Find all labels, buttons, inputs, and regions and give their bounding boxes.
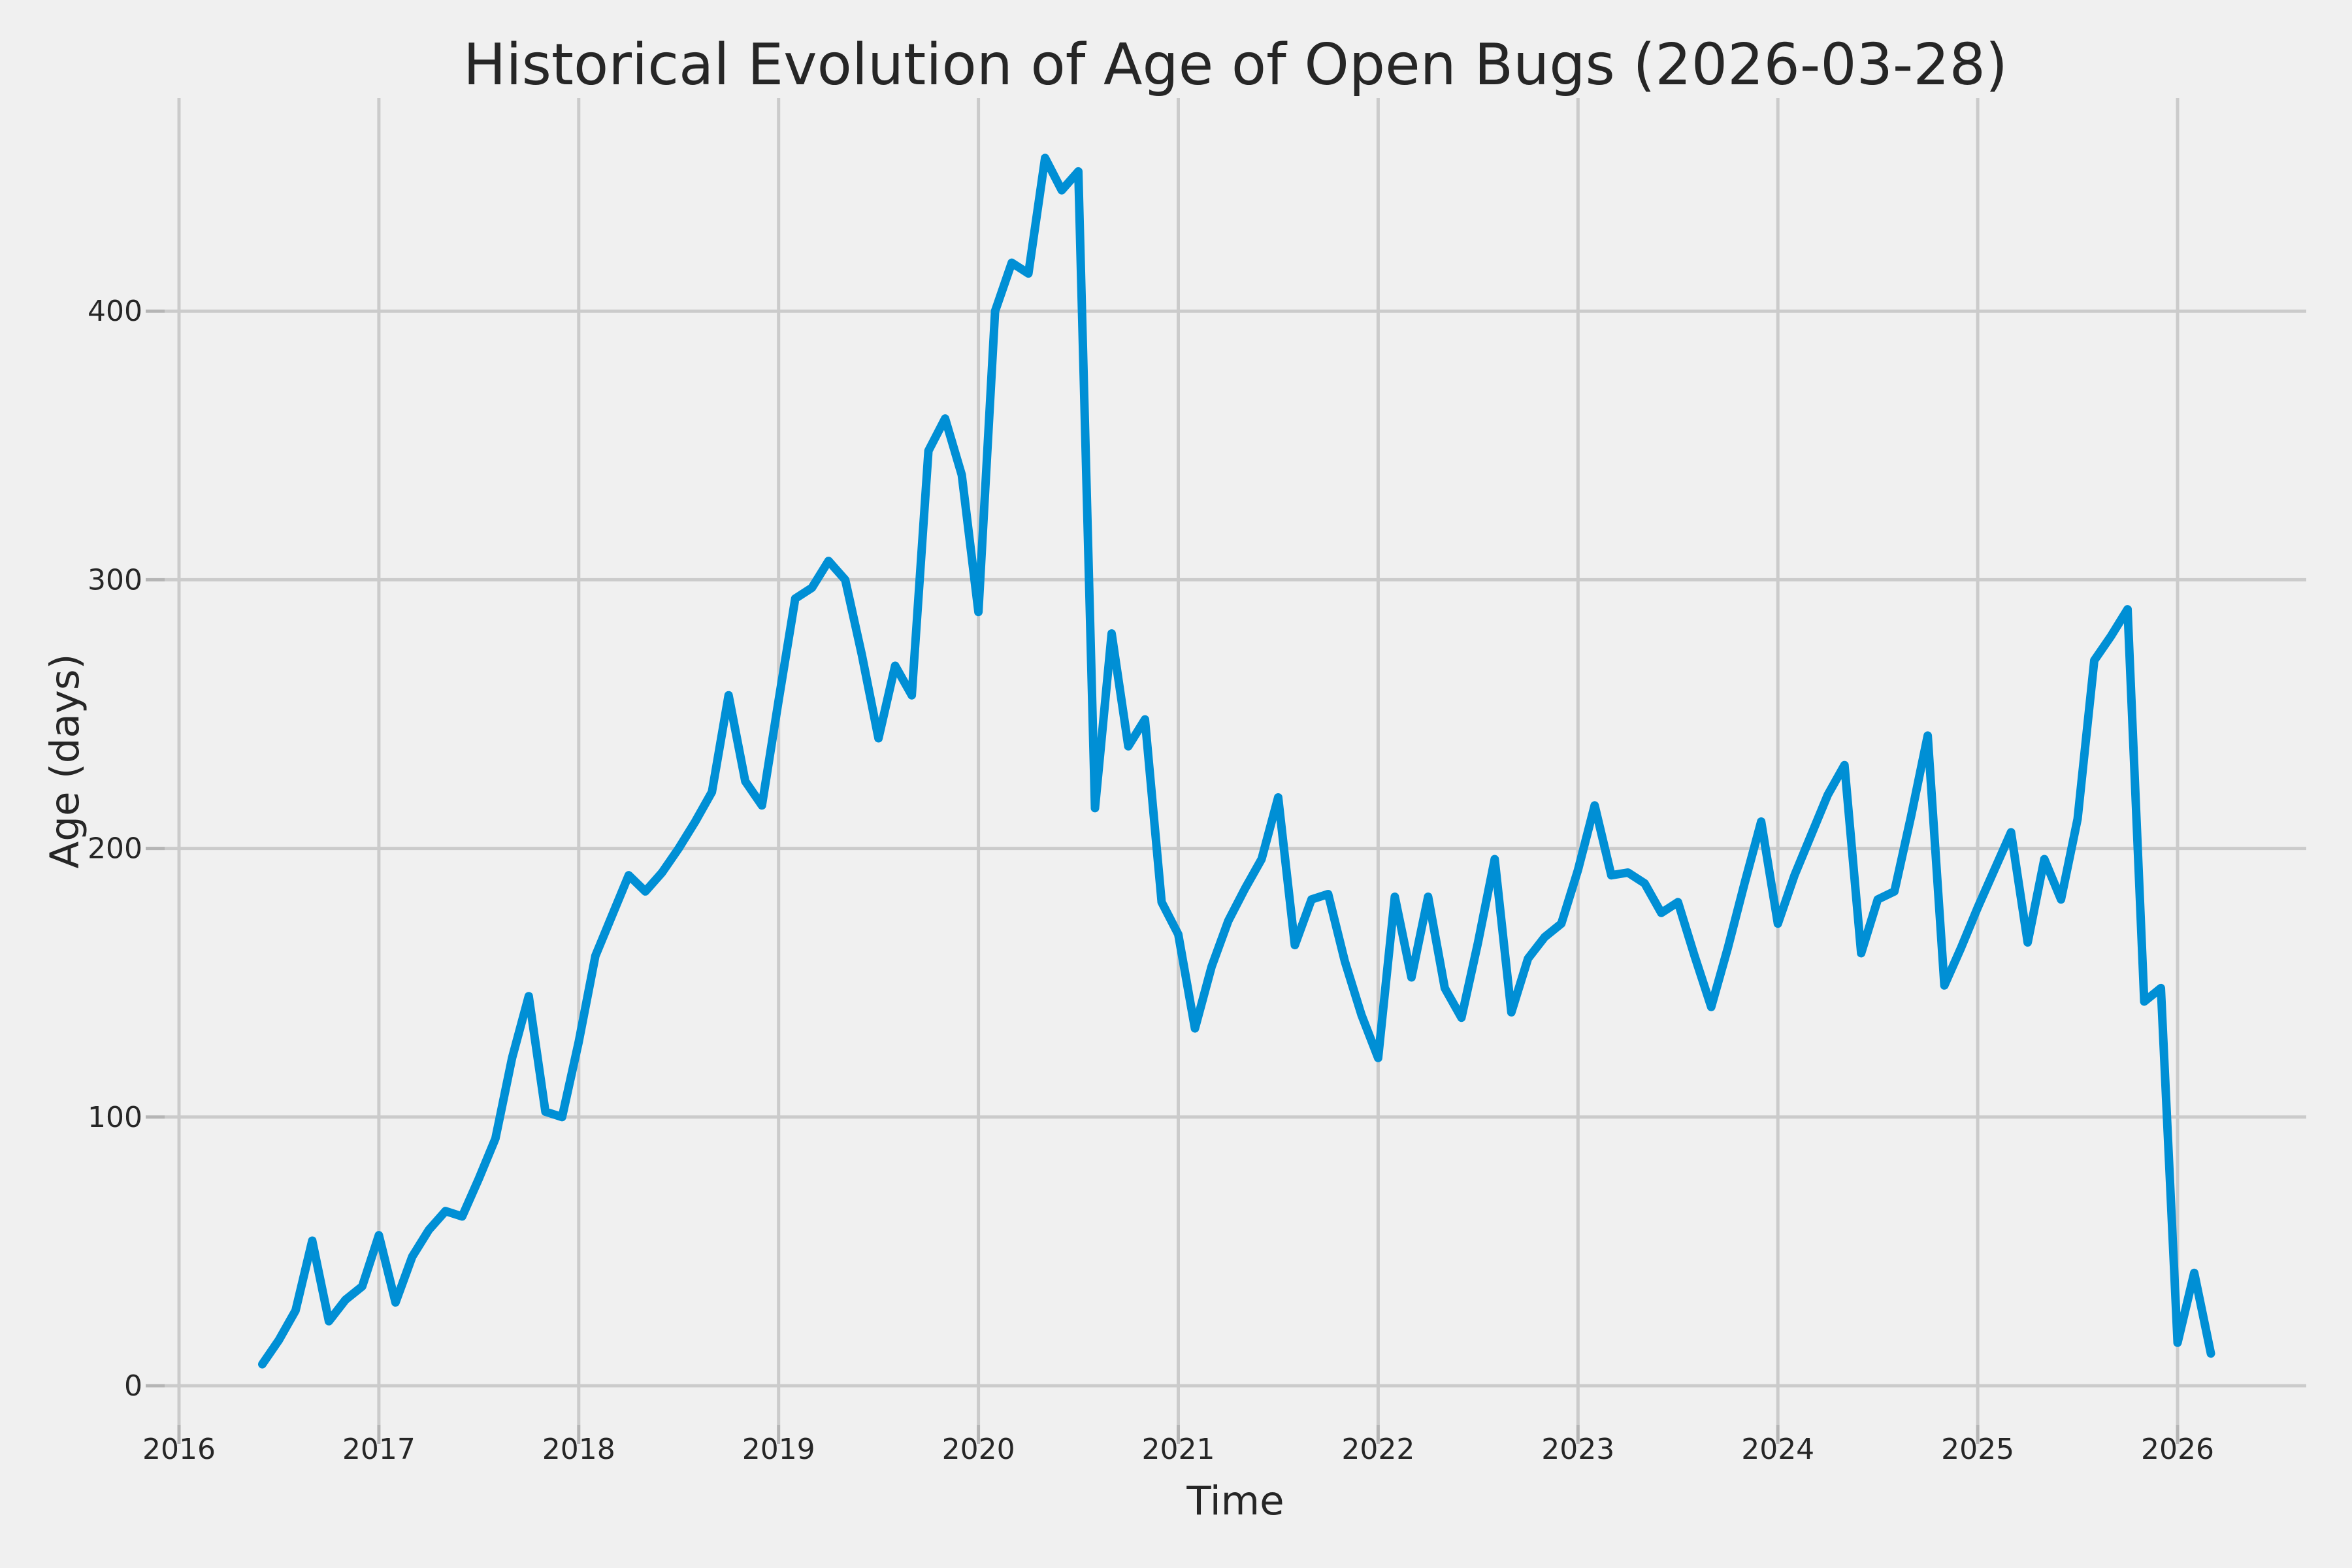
y-tick-label: 300: [88, 563, 142, 596]
x-tick-label: 2020: [942, 1433, 1015, 1466]
bug-age-line: [258, 154, 2215, 1369]
y-tick-label: 100: [88, 1101, 142, 1134]
x-tick-label: 2024: [1741, 1433, 1814, 1466]
y-tick-label: 200: [88, 832, 142, 866]
x-tick-label: 2016: [142, 1433, 216, 1466]
axis-ticks: [146, 309, 2180, 1444]
gridlines: [165, 98, 2306, 1425]
data-series: [258, 154, 2215, 1369]
x-tick-label: 2025: [1941, 1433, 2014, 1466]
x-axis-label: Time: [1186, 1478, 1284, 1524]
x-tick-label: 2026: [2141, 1433, 2214, 1466]
x-tick-label: 2017: [342, 1433, 416, 1466]
x-tick-label: 2018: [542, 1433, 615, 1466]
x-tick-label: 2021: [1142, 1433, 1215, 1466]
y-tick-label: 400: [88, 295, 142, 328]
chart-title: Historical Evolution of Age of Open Bugs…: [463, 31, 2008, 98]
y-axis-label: Age (days): [42, 654, 88, 869]
x-tick-label: 2019: [742, 1433, 815, 1466]
plot-area: [165, 98, 2306, 1425]
x-tick-label: 2022: [1341, 1433, 1414, 1466]
tick-labels: 2016 2017 2018 2019 2020 2021 2022 2023 2024 2025…: [88, 295, 2214, 1466]
x-tick-label: 2023: [1541, 1433, 1614, 1466]
y-tick-label: 0: [124, 1369, 142, 1403]
